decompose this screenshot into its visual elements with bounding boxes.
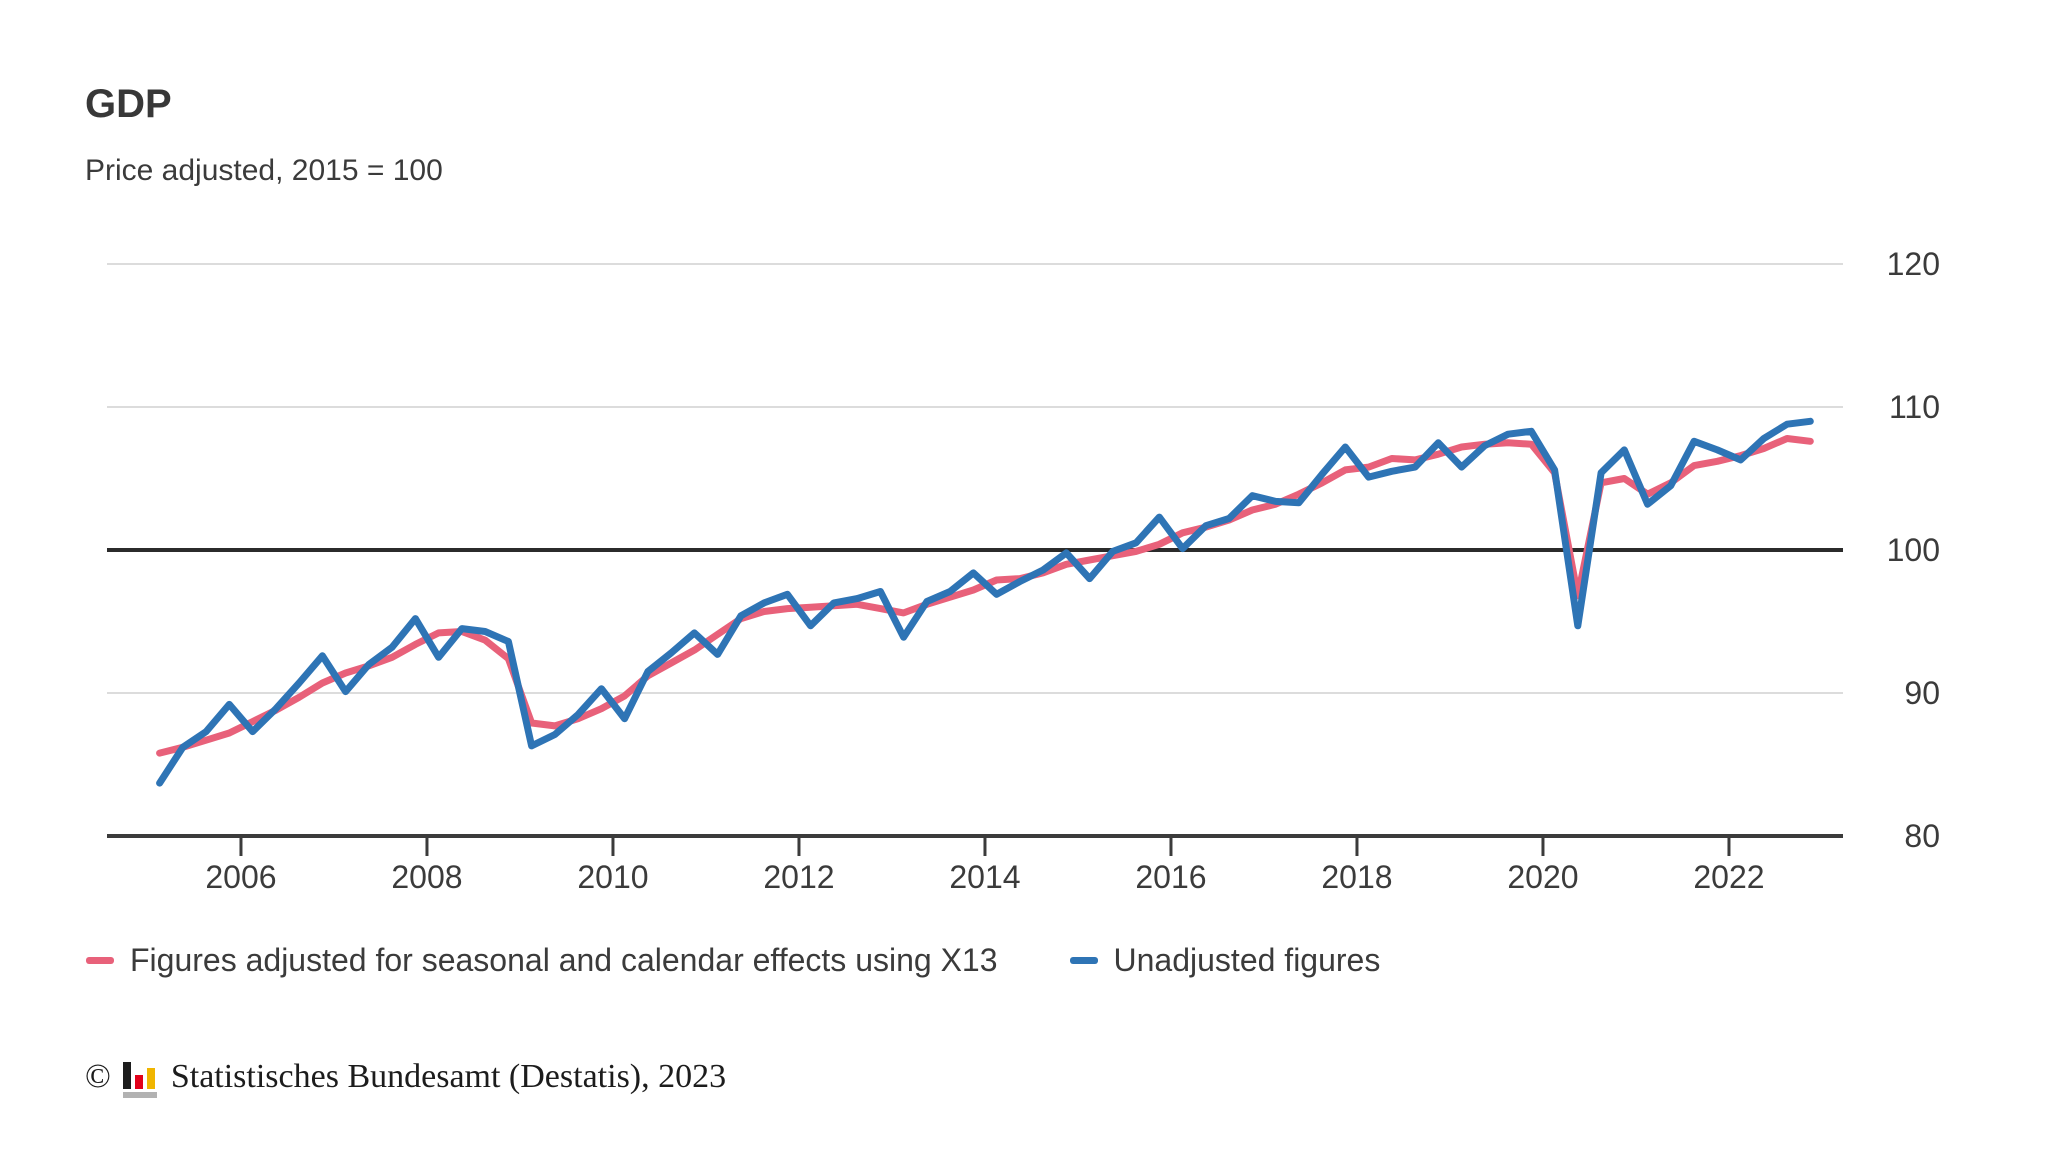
x-tick-label: 2018 <box>1321 859 1392 895</box>
x-tick-label: 2020 <box>1507 859 1578 895</box>
y-tick-label: 90 <box>1904 675 1940 711</box>
logo-red-bar <box>134 1075 143 1089</box>
copyright-footer: © Statistisches Bundesamt (Destatis), 20… <box>85 1056 726 1098</box>
legend-item-unadjusted: Unadjusted figures <box>1069 942 1381 979</box>
logo-black-bar <box>122 1062 131 1089</box>
x-tick-label: 2012 <box>763 859 834 895</box>
x-tick-label: 2008 <box>391 859 462 895</box>
chart-title: GDP <box>85 82 172 126</box>
copyright-text: Statistisches Bundesamt (Destatis), 2023 <box>170 1058 727 1095</box>
chart-legend: Figures adjusted for seasonal and calend… <box>86 942 1380 979</box>
adjusted-series-dash-icon <box>86 957 114 964</box>
y-tick-label: 120 <box>1887 246 1940 282</box>
legend-item-adjusted: Figures adjusted for seasonal and calend… <box>86 942 998 979</box>
x-tick-label: 2014 <box>949 859 1020 895</box>
x-tick-label: 2022 <box>1693 859 1764 895</box>
x-tick-label: 2010 <box>577 859 648 895</box>
x-tick-label: 2006 <box>205 859 276 895</box>
destatis-logo-icon <box>122 1056 159 1098</box>
copyright-symbol: © <box>85 1058 111 1095</box>
x-tick-label: 2016 <box>1135 859 1206 895</box>
y-tick-label: 110 <box>1889 389 1940 425</box>
y-tick-label: 100 <box>1887 532 1940 568</box>
logo-gold-bar <box>146 1068 155 1089</box>
logo-base-bar <box>122 1092 157 1098</box>
legend-label-adjusted: Figures adjusted for seasonal and calend… <box>130 942 998 978</box>
y-tick-label: 80 <box>1904 818 1940 854</box>
unadjusted-series-line <box>156 417 1814 787</box>
legend-label-unadjusted: Unadjusted figures <box>1113 942 1381 978</box>
unadjusted-series-dash-icon <box>1069 957 1098 964</box>
chart-subtitle: Price adjusted, 2015 = 100 <box>85 154 443 187</box>
adjusted-series-line <box>156 435 1814 757</box>
